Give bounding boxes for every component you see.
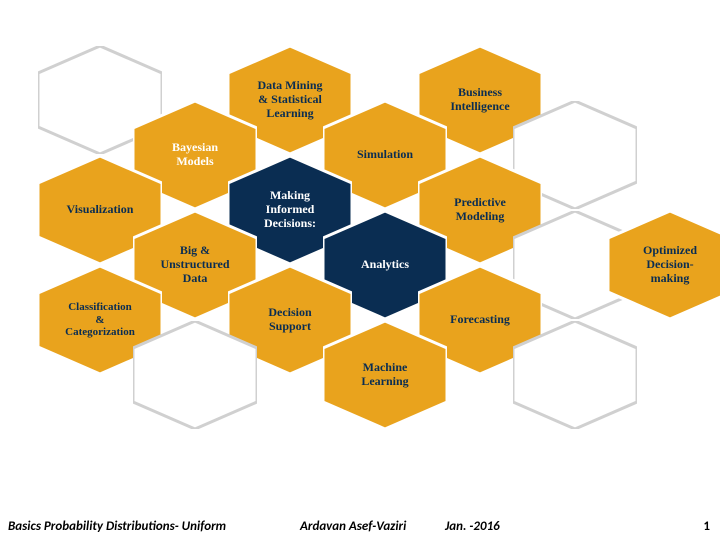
hex-label-simulation: Simulation bbox=[351, 148, 419, 162]
hex-label-analytics: Analytics bbox=[355, 258, 415, 272]
hex-machine-learning: MachineLearning bbox=[323, 321, 447, 429]
footer-page: 1 bbox=[703, 519, 710, 534]
hex-label-making-informed: MakingInformedDecisions: bbox=[258, 189, 322, 230]
hex-label-optimized: OptimizedDecision-making bbox=[637, 244, 703, 285]
footer-date: Jan. -2016 bbox=[445, 519, 500, 534]
hex-label-business-intel: BusinessIntelligence bbox=[444, 86, 515, 114]
hex-label-machine-learning: MachineLearning bbox=[355, 361, 414, 389]
hex-label-forecasting: Forecasting bbox=[444, 313, 516, 327]
hex-optimized: OptimizedDecision-making bbox=[608, 211, 720, 319]
hex-label-predictive: PredictiveModeling bbox=[448, 196, 512, 224]
footer-author: Ardavan Asef-Vaziri bbox=[300, 519, 406, 534]
hex-label-classification: Classification&Categorization bbox=[59, 301, 141, 339]
hex-label-bayesian: BayesianModels bbox=[166, 141, 224, 169]
hex-label-visualization: Visualization bbox=[61, 203, 140, 217]
hex-label-big-data: Big &UnstructuredData bbox=[154, 244, 235, 285]
footer-title: Basics Probability Distributions- Unifor… bbox=[8, 519, 226, 534]
hex-empty-bot-right bbox=[513, 321, 637, 429]
hex-diagram-canvas: Data Mining& StatisticalLearning Business… bbox=[0, 0, 720, 510]
hex-label-data-mining: Data Mining& StatisticalLearning bbox=[251, 79, 328, 120]
slide-footer: Basics Probability Distributions- Unifor… bbox=[0, 512, 720, 540]
hex-empty-bot-left bbox=[133, 321, 257, 429]
hex-label-decision-support: DecisionSupport bbox=[262, 306, 317, 334]
